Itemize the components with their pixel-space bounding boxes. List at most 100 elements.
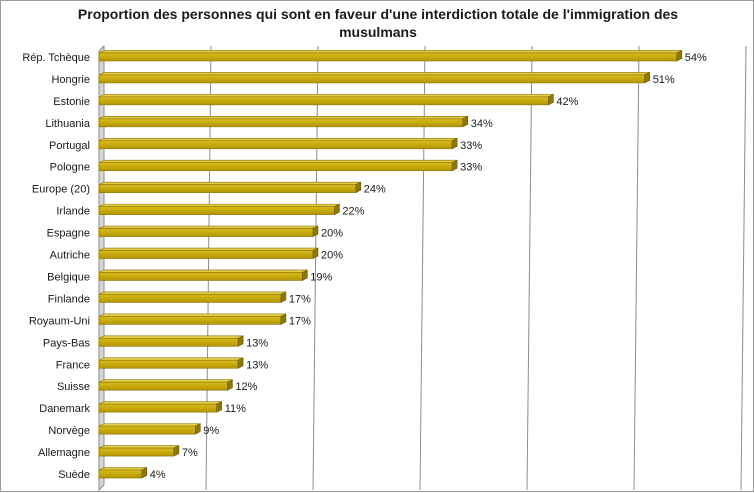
bar [98,228,314,237]
bar-top-face [98,401,222,405]
bar-top-face [98,291,287,295]
bar [98,425,196,435]
bar [98,272,303,281]
data-label: 17% [289,293,311,305]
bar-end-face [451,159,458,172]
category-label: Royaum-Uni [29,315,90,327]
bar [98,96,549,106]
bar-top-face [98,94,554,98]
bar-end-face [195,423,201,435]
grid-line [312,45,319,491]
category-label: Hongrie [51,74,90,86]
bar [98,294,282,303]
bar-top-face [98,203,340,207]
bar-end-face [173,445,180,457]
category-label: Rép. Tchèque [22,52,90,64]
bar-end-face [334,203,340,216]
data-label: 42% [556,96,578,108]
bar [98,316,282,325]
data-label: 9% [203,425,219,437]
bar-end-face [141,467,148,479]
bar-end-face [237,357,244,369]
data-label: 11% [225,403,246,415]
bar-top-face [98,159,458,164]
bar-end-face [644,71,651,84]
data-label: 13% [246,359,268,371]
bar [98,403,217,413]
bar-top-face [98,445,180,449]
bar-top-face [98,137,458,142]
bar-top-face [98,116,468,120]
axis-wall [98,44,105,492]
category-axis [98,44,105,492]
category-label: Suède [58,469,90,481]
data-label: 51% [653,74,675,86]
category-label: Suisse [57,381,90,393]
bar [98,338,239,347]
bar [98,140,453,150]
bar-end-face [216,401,222,413]
data-label: 13% [246,337,268,349]
bars [98,49,683,479]
bar-end-face [312,247,319,260]
grid-line [633,45,640,491]
category-label: Lithuania [45,118,91,130]
data-label: 54% [685,52,707,64]
data-label: 24% [364,184,386,196]
category-label: Finlande [48,293,90,305]
bar-end-face [451,137,458,150]
grid-line [526,45,533,491]
grid-line [205,45,212,491]
category-label: Portugal [49,140,90,152]
category-label: Autriche [50,250,90,262]
category-label: Europe (20) [32,184,90,196]
data-label: 4% [150,469,166,481]
bar [98,206,335,215]
data-label: 33% [460,162,482,174]
bar-end-face [548,93,554,106]
data-label: 34% [471,118,493,130]
bar [98,469,143,479]
bar-end-face [301,269,308,281]
bar-top-face [98,357,244,361]
labels: Rép. Tchèque 54% Hongrie 51% Estonie 42% Lithu… [22,52,707,481]
bar-end-face [355,181,362,194]
data-label: 20% [321,228,343,240]
category-label: Estonie [53,96,90,108]
category-label: Pologne [50,162,90,174]
bar-end-face [227,379,233,391]
data-label: 33% [460,140,482,152]
chart-title: Proportion des personnes qui sont en fav… [77,6,679,40]
bar-end-face [280,313,287,325]
bar [98,447,175,457]
category-label: France [56,359,90,371]
category-label: Pays-Bas [43,337,91,349]
bar-top-face [98,335,244,339]
bar [98,184,357,193]
bar-top-face [98,181,361,185]
category-label: Belgique [47,271,90,283]
bar-top-face [98,423,201,427]
category-label: Danemark [39,403,90,415]
grid-line [740,45,747,491]
bar-top-face [98,379,233,383]
bar [98,74,646,84]
category-label: Allemagne [38,447,90,459]
bar-end-face [462,115,469,128]
data-label: 7% [182,447,198,459]
bar [98,162,453,172]
bar [98,52,678,62]
bar-end-face [280,291,287,303]
bar [98,250,314,259]
category-label: Espagne [47,228,90,240]
bar [98,118,464,128]
category-label: Irlande [56,206,90,218]
bar [98,381,228,391]
bar [98,359,239,369]
bar-end-face [676,49,683,62]
bar-end-face [237,335,244,347]
bar-end-face [312,225,319,238]
data-label: 22% [342,206,364,218]
